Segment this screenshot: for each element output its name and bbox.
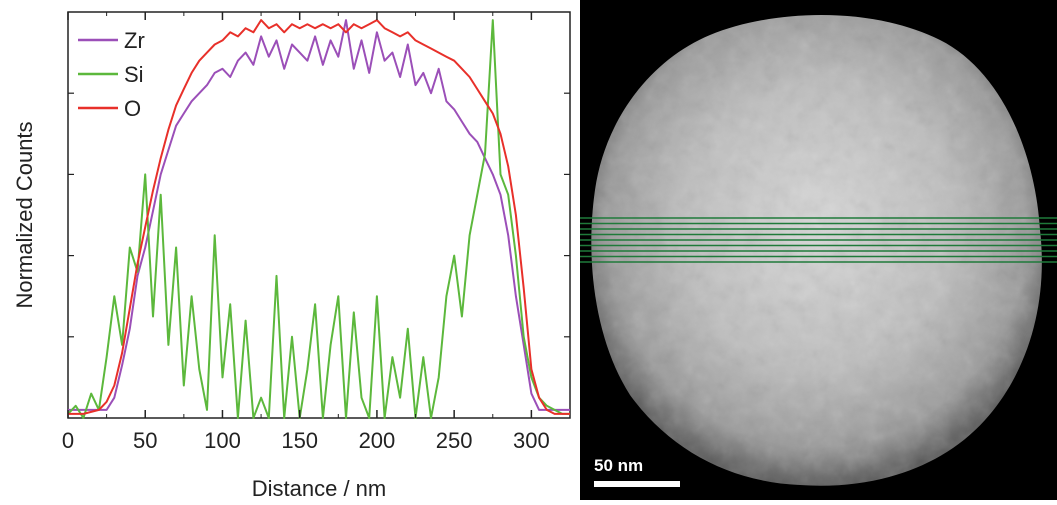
line-chart: 0 50 100 150 200 250 300 Distance / nm Normalize… xyxy=(12,11,571,501)
x-tick-label: 250 xyxy=(436,428,473,453)
series-line-o xyxy=(68,19,570,415)
haadf-stem-image: 50 nm xyxy=(580,0,1057,500)
scalebar xyxy=(594,481,680,487)
scalebar-label: 50 nm xyxy=(594,456,644,475)
legend-label-o: O xyxy=(124,96,141,121)
x-tick-label: 300 xyxy=(513,428,550,453)
chart-panel: 0 50 100 150 200 250 300 Distance / nm Normalize… xyxy=(12,11,571,501)
legend-label-zr: Zr xyxy=(124,28,145,53)
x-tick-label: 50 xyxy=(133,428,157,453)
y-axis-label: Normalized Counts xyxy=(12,121,37,308)
series-line-zr xyxy=(68,19,570,411)
plot-frame xyxy=(67,11,571,419)
nanoparticle-image xyxy=(580,15,1057,486)
x-axis-label: Distance / nm xyxy=(252,476,387,500)
x-tick-label: 100 xyxy=(204,428,241,453)
x-tick-label: 0 xyxy=(62,428,74,453)
legend-label-si: Si xyxy=(124,62,144,87)
x-tick-label: 150 xyxy=(281,428,318,453)
x-tick-label: 200 xyxy=(359,428,396,453)
series-line-si xyxy=(67,19,570,419)
linescan-lines xyxy=(580,217,1057,263)
